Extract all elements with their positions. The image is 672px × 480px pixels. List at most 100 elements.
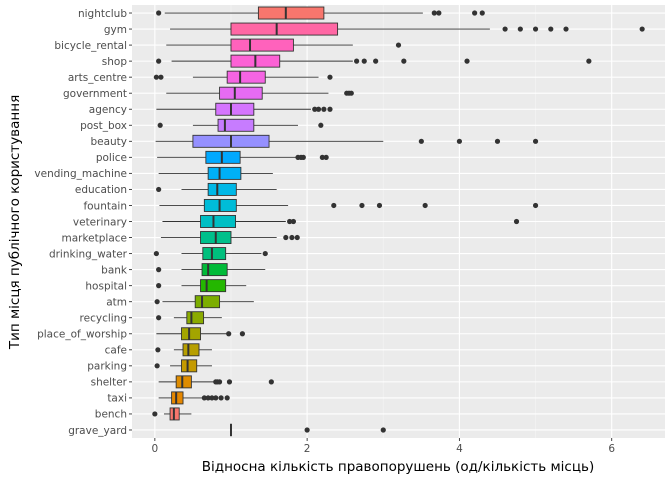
box-bicycle_rental: [166, 38, 402, 52]
y-tick-label: agency: [89, 104, 127, 116]
box-place_of_worship: [156, 327, 246, 341]
box-fountain: [159, 198, 539, 212]
outlier-point: [154, 363, 160, 369]
y-tick-label: education: [75, 184, 127, 196]
y-tick-label: bench: [95, 409, 127, 421]
outlier-point: [373, 58, 379, 64]
outlier-point: [153, 74, 159, 80]
outlier-point: [156, 10, 162, 16]
y-tick-label: bicycle_rental: [54, 40, 127, 52]
y-tick-label: cafe: [105, 345, 127, 357]
box-iqr: [217, 118, 255, 132]
box-iqr: [175, 375, 192, 389]
box-shelter: [158, 375, 274, 389]
outlier-point: [586, 58, 592, 64]
box-shop: [156, 54, 592, 68]
outlier-point: [422, 202, 428, 209]
outlier-point: [155, 347, 161, 353]
y-tick-label: government: [63, 88, 127, 100]
y-tick-label: police: [96, 152, 127, 164]
outlier-point: [563, 26, 569, 32]
y-tick-label: beauty: [90, 136, 127, 148]
outlier-point: [156, 267, 162, 273]
box-agency: [156, 102, 333, 116]
box-arts_centre: [153, 70, 333, 84]
outlier-point: [294, 234, 300, 241]
outlier-point: [216, 379, 223, 385]
outlier-point: [205, 395, 211, 401]
box-marketplace: [160, 231, 300, 245]
outlier-point: [158, 74, 164, 80]
x-tick-label: 4: [456, 443, 463, 455]
box-veterinary: [162, 215, 520, 228]
box-vending_machine: [158, 166, 273, 180]
box-iqr: [194, 295, 221, 309]
y-tick-label: parking: [87, 361, 127, 373]
outlier-point: [290, 218, 297, 225]
outlier-point: [376, 202, 383, 209]
box-iqr: [230, 22, 339, 36]
box-iqr: [207, 182, 237, 196]
x-axis-title: Відносна кількість правопорушень (од/кіл…: [202, 459, 595, 475]
outlier-point: [152, 411, 158, 417]
outlier-point: [289, 234, 295, 241]
outlier-point: [157, 122, 163, 128]
y-tick-label: shop: [102, 56, 128, 68]
outlier-point: [327, 106, 333, 112]
box-post_box: [157, 118, 324, 132]
box-iqr: [226, 70, 266, 84]
box-nightclub: [156, 6, 485, 20]
outlier-point: [418, 138, 424, 144]
y-axis-title: Тип місця публічного користування: [7, 95, 23, 350]
box-iqr: [219, 86, 263, 100]
y-tick-label: nightclub: [78, 8, 127, 20]
box-gym: [170, 22, 645, 36]
x-tick-label: 2: [304, 443, 311, 455]
outlier-point: [361, 58, 367, 64]
y-tick-label: recycling: [80, 313, 127, 325]
outlier-point: [401, 58, 407, 64]
box-iqr: [200, 279, 227, 293]
x-tick-label: 6: [608, 443, 615, 455]
box-parking: [154, 359, 212, 373]
outlier-point: [431, 10, 437, 16]
box-iqr: [171, 391, 184, 405]
outlier-point: [513, 218, 520, 225]
outlier-point: [283, 234, 289, 241]
outlier-point: [464, 58, 470, 64]
outlier-point: [532, 202, 539, 209]
outlier-point: [321, 106, 327, 112]
box-grave_yard: [229, 423, 386, 437]
outlier-point: [226, 379, 233, 385]
outlier-point: [639, 26, 645, 32]
y-tick-label: grave_yard: [68, 425, 127, 437]
y-tick-label: gym: [104, 24, 127, 36]
x-axis-ticks: 0 2 4 6: [151, 438, 615, 455]
outlier-point: [354, 58, 360, 64]
outlier-point: [218, 395, 224, 401]
outlier-point: [331, 202, 337, 209]
outlier-point: [153, 250, 159, 257]
y-tick-label: arts_centre: [68, 72, 127, 84]
outlier-point: [156, 186, 162, 193]
outlier-point: [494, 138, 501, 144]
y-tick-label: bank: [101, 264, 128, 276]
outlier-point: [224, 395, 230, 401]
outlier-point: [213, 395, 219, 401]
box-atm: [154, 295, 254, 309]
outlier-point: [201, 395, 207, 401]
box-drinking_water: [153, 247, 268, 261]
box-iqr: [207, 166, 242, 180]
outlier-point: [532, 26, 539, 32]
y-tick-label: vending_machine: [34, 168, 127, 180]
outlier-point: [262, 250, 268, 257]
y-tick-label: taxi: [107, 393, 127, 405]
outlier-point: [319, 154, 325, 160]
x-tick-label: 0: [151, 443, 158, 455]
outlier-point: [300, 154, 306, 160]
outlier-point: [287, 218, 293, 225]
outlier-point: [532, 138, 539, 144]
box-bank: [156, 263, 266, 277]
box-taxi: [158, 391, 230, 405]
